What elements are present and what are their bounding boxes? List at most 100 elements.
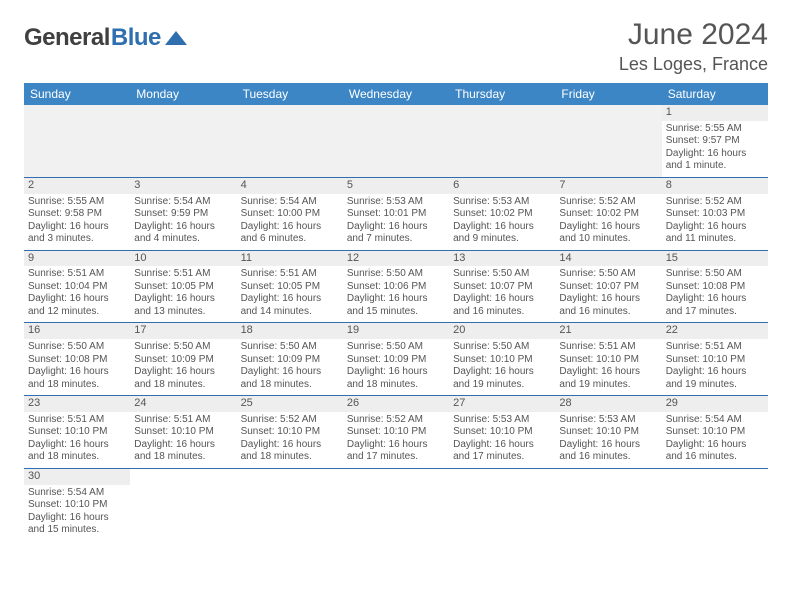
day-cell: 19Sunrise: 5:50 AMSunset: 10:09 PMDaylig… xyxy=(343,323,449,396)
day-cell: 11Sunrise: 5:51 AMSunset: 10:05 PMDaylig… xyxy=(237,250,343,323)
sunrise-line: Sunrise: 5:54 AM xyxy=(241,196,339,209)
empty-cell xyxy=(555,468,661,540)
day-cell: 6Sunrise: 5:53 AMSunset: 10:02 PMDayligh… xyxy=(449,177,555,250)
sunset-line: Sunset: 10:10 PM xyxy=(453,354,551,367)
day-cell: 9Sunrise: 5:51 AMSunset: 10:04 PMDayligh… xyxy=(24,250,130,323)
day-number: 16 xyxy=(24,323,130,339)
day-cell: 24Sunrise: 5:51 AMSunset: 10:10 PMDaylig… xyxy=(130,396,236,469)
daylight-line: Daylight: 16 hours and 17 minutes. xyxy=(666,293,764,318)
day-cell: 30Sunrise: 5:54 AMSunset: 10:10 PMDaylig… xyxy=(24,468,130,540)
sunset-line: Sunset: 9:57 PM xyxy=(666,135,764,148)
daylight-line: Daylight: 16 hours and 19 minutes. xyxy=(559,366,657,391)
day-cell: 20Sunrise: 5:50 AMSunset: 10:10 PMDaylig… xyxy=(449,323,555,396)
sunset-line: Sunset: 10:10 PM xyxy=(28,426,126,439)
header: General Blue June 2024 Les Loges, France xyxy=(24,18,768,75)
sunrise-line: Sunrise: 5:53 AM xyxy=(347,196,445,209)
sunrise-line: Sunrise: 5:51 AM xyxy=(241,268,339,281)
sunrise-line: Sunrise: 5:52 AM xyxy=(559,196,657,209)
weekday-header: Saturday xyxy=(662,83,768,105)
weekday-header: Monday xyxy=(130,83,236,105)
day-cell: 26Sunrise: 5:52 AMSunset: 10:10 PMDaylig… xyxy=(343,396,449,469)
sunrise-line: Sunrise: 5:50 AM xyxy=(347,268,445,281)
sunset-line: Sunset: 10:10 PM xyxy=(559,426,657,439)
day-cell: 13Sunrise: 5:50 AMSunset: 10:07 PMDaylig… xyxy=(449,250,555,323)
daylight-line: Daylight: 16 hours and 13 minutes. xyxy=(134,293,232,318)
sunrise-line: Sunrise: 5:55 AM xyxy=(666,123,764,136)
calendar-row: 16Sunrise: 5:50 AMSunset: 10:08 PMDaylig… xyxy=(24,323,768,396)
logo-text-general: General xyxy=(24,24,110,52)
sunrise-line: Sunrise: 5:53 AM xyxy=(453,196,551,209)
day-number: 26 xyxy=(343,396,449,412)
weekday-header: Thursday xyxy=(449,83,555,105)
month-title: June 2024 xyxy=(619,18,768,52)
day-number: 20 xyxy=(449,323,555,339)
daylight-line: Daylight: 16 hours and 17 minutes. xyxy=(453,439,551,464)
daylight-line: Daylight: 16 hours and 17 minutes. xyxy=(347,439,445,464)
day-cell: 1Sunrise: 5:55 AMSunset: 9:57 PMDaylight… xyxy=(662,105,768,177)
daylight-line: Daylight: 16 hours and 4 minutes. xyxy=(134,221,232,246)
day-number: 1 xyxy=(662,105,768,121)
day-cell: 16Sunrise: 5:50 AMSunset: 10:08 PMDaylig… xyxy=(24,323,130,396)
location: Les Loges, France xyxy=(619,54,768,75)
weekday-header: Sunday xyxy=(24,83,130,105)
sunrise-line: Sunrise: 5:53 AM xyxy=(559,414,657,427)
page: General Blue June 2024 Les Loges, France… xyxy=(0,0,792,551)
daylight-line: Daylight: 16 hours and 16 minutes. xyxy=(559,439,657,464)
sunset-line: Sunset: 10:10 PM xyxy=(666,426,764,439)
sunset-line: Sunset: 10:02 PM xyxy=(559,208,657,221)
sunset-line: Sunset: 10:10 PM xyxy=(134,426,232,439)
day-number: 25 xyxy=(237,396,343,412)
daylight-line: Daylight: 16 hours and 16 minutes. xyxy=(453,293,551,318)
day-number: 30 xyxy=(24,469,130,485)
day-cell: 10Sunrise: 5:51 AMSunset: 10:05 PMDaylig… xyxy=(130,250,236,323)
daylight-line: Daylight: 16 hours and 18 minutes. xyxy=(241,366,339,391)
logo-text-blue: Blue xyxy=(111,24,161,52)
day-number: 8 xyxy=(662,178,768,194)
sunset-line: Sunset: 10:10 PM xyxy=(241,426,339,439)
flag-icon xyxy=(165,29,187,50)
sunrise-line: Sunrise: 5:50 AM xyxy=(559,268,657,281)
sunrise-line: Sunrise: 5:52 AM xyxy=(241,414,339,427)
day-number: 3 xyxy=(130,178,236,194)
sunset-line: Sunset: 10:10 PM xyxy=(347,426,445,439)
day-number: 19 xyxy=(343,323,449,339)
empty-cell xyxy=(237,105,343,177)
day-number: 17 xyxy=(130,323,236,339)
sunrise-line: Sunrise: 5:51 AM xyxy=(134,414,232,427)
sunrise-line: Sunrise: 5:54 AM xyxy=(134,196,232,209)
daylight-line: Daylight: 16 hours and 3 minutes. xyxy=(28,221,126,246)
empty-cell xyxy=(130,105,236,177)
daylight-line: Daylight: 16 hours and 18 minutes. xyxy=(28,366,126,391)
empty-cell xyxy=(237,468,343,540)
daylight-line: Daylight: 16 hours and 18 minutes. xyxy=(28,439,126,464)
sunset-line: Sunset: 10:05 PM xyxy=(134,281,232,294)
sunrise-line: Sunrise: 5:50 AM xyxy=(666,268,764,281)
calendar-body: 1 Sunrise: 5:55 AMSunset: 9:57 PM Daylight… xyxy=(24,105,768,541)
empty-cell xyxy=(449,105,555,177)
day-number: 15 xyxy=(662,251,768,267)
sunset-line: Sunset: 10:04 PM xyxy=(28,281,126,294)
sunset-line: Sunset: 9:59 PM xyxy=(134,208,232,221)
calendar-row: 9Sunrise: 5:51 AMSunset: 10:04 PMDayligh… xyxy=(24,250,768,323)
day-cell: 2Sunrise: 5:55 AMSunset: 9:58 PMDaylight… xyxy=(24,177,130,250)
empty-cell xyxy=(24,105,130,177)
day-cell: 8Sunrise: 5:52 AMSunset: 10:03 PMDayligh… xyxy=(662,177,768,250)
day-number: 22 xyxy=(662,323,768,339)
weekday-header: Tuesday xyxy=(237,83,343,105)
sunrise-line: Sunrise: 5:50 AM xyxy=(453,341,551,354)
day-number: 29 xyxy=(662,396,768,412)
sunrise-line: Sunrise: 5:50 AM xyxy=(28,341,126,354)
sunset-line: Sunset: 10:10 PM xyxy=(453,426,551,439)
sunset-line: Sunset: 10:01 PM xyxy=(347,208,445,221)
daylight-line: Daylight: 16 hours and 10 minutes. xyxy=(559,221,657,246)
day-cell: 3 Sunrise: 5:54 AMSunset: 9:59 PMDaylight… xyxy=(130,177,236,250)
day-cell: 25Sunrise: 5:52 AMSunset: 10:10 PMDaylig… xyxy=(237,396,343,469)
calendar-row: 23Sunrise: 5:51 AMSunset: 10:10 PMDaylig… xyxy=(24,396,768,469)
empty-cell xyxy=(130,468,236,540)
daylight-line: Daylight: 16 hours and 15 minutes. xyxy=(347,293,445,318)
daylight-line: Daylight: 16 hours and 6 minutes. xyxy=(241,221,339,246)
sunrise-line: Sunrise: 5:50 AM xyxy=(134,341,232,354)
day-number: 11 xyxy=(237,251,343,267)
empty-cell xyxy=(343,468,449,540)
sunset-line: Sunset: 10:05 PM xyxy=(241,281,339,294)
